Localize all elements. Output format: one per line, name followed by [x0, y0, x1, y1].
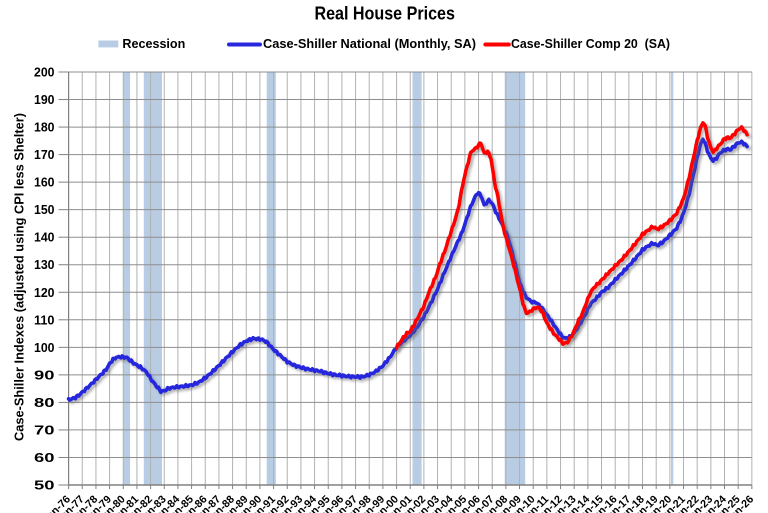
svg-text:170: 170 [34, 148, 55, 162]
svg-text:150: 150 [34, 203, 55, 217]
svg-text:110: 110 [34, 313, 55, 327]
svg-text:Real House Prices: Real House Prices [314, 4, 455, 24]
svg-text:Case-Shiller Comp 20 (SA): Case-Shiller Comp 20 (SA) [511, 37, 670, 51]
svg-text:120: 120 [34, 286, 55, 300]
svg-text:Case-Shiller Indexes (adjusted: Case-Shiller Indexes (adjusted using CPI… [12, 113, 27, 441]
svg-text:90: 90 [34, 368, 55, 382]
svg-text:190: 190 [34, 93, 55, 107]
svg-text:130: 130 [34, 258, 55, 272]
svg-text:100: 100 [34, 341, 55, 355]
svg-text:70: 70 [34, 423, 55, 437]
svg-text:200: 200 [34, 66, 55, 80]
svg-text:80: 80 [34, 396, 55, 410]
svg-text:Recession: Recession [122, 37, 185, 51]
svg-text:50: 50 [34, 479, 55, 493]
svg-text:180: 180 [34, 121, 55, 135]
svg-text:160: 160 [34, 176, 55, 190]
svg-text:60: 60 [34, 451, 55, 465]
svg-text:140: 140 [34, 231, 55, 245]
svg-text:Case-Shiller National (Monthly: Case-Shiller National (Monthly, SA) [263, 37, 476, 51]
